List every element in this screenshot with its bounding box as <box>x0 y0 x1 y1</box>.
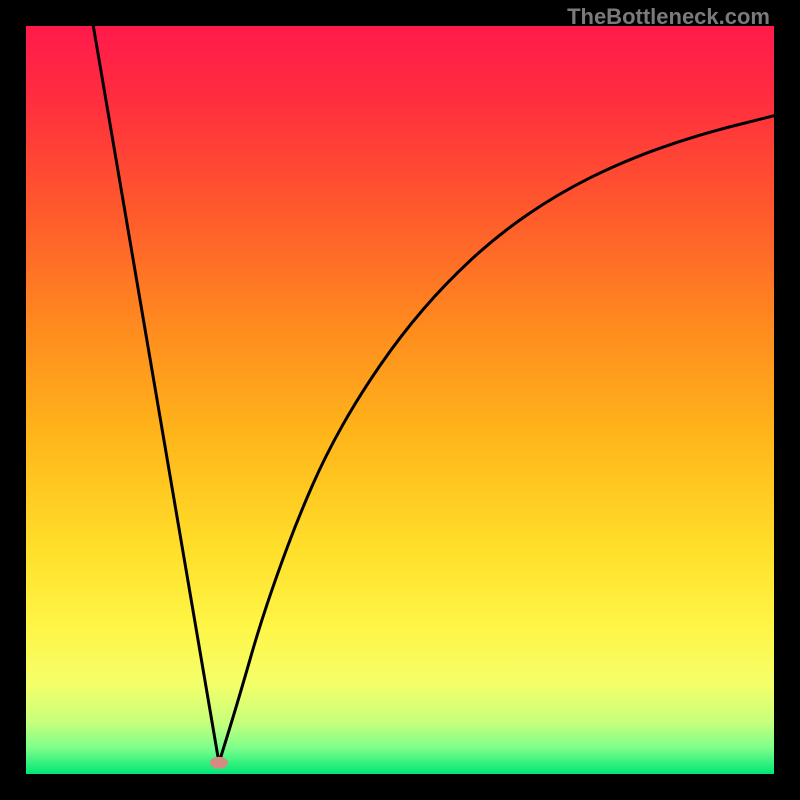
watermark-text: TheBottleneck.com <box>567 4 770 30</box>
plot-area <box>26 26 774 774</box>
minimum-marker <box>210 757 228 769</box>
bottleneck-curve <box>93 26 774 763</box>
watermark-label: TheBottleneck.com <box>567 4 770 29</box>
curve-layer <box>26 26 774 774</box>
